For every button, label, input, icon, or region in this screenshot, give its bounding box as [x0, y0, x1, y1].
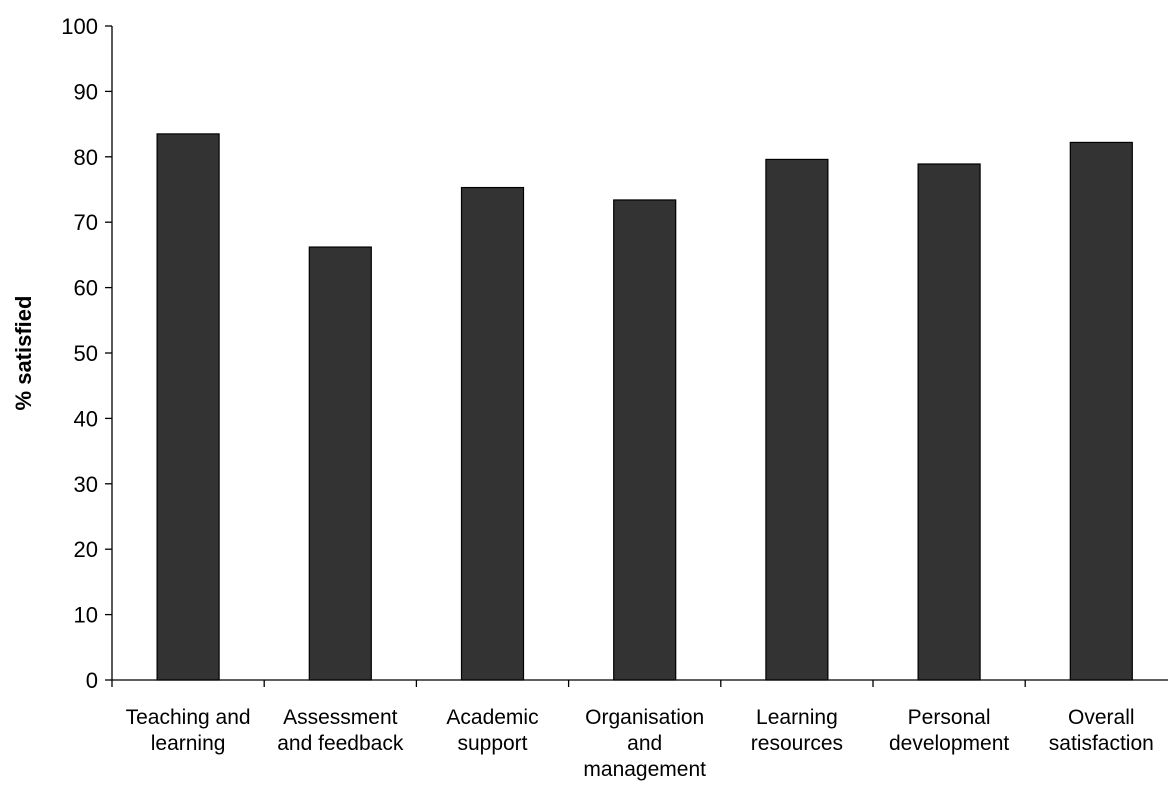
y-axis: 0 10 20 30 40 50 60 70 80 90 100 — [61, 14, 113, 693]
y-tick-label: 80 — [74, 145, 98, 170]
x-category-label: Learning resources — [751, 706, 843, 755]
y-tick-label: 100 — [61, 14, 98, 39]
bar — [613, 199, 677, 681]
x-category-label: Teaching and learning — [126, 706, 251, 755]
y-tick-label: 30 — [74, 472, 98, 497]
bars — [156, 133, 1133, 681]
y-tick-label: 40 — [74, 406, 98, 431]
x-category-label: Academic support — [446, 706, 538, 755]
y-tick-label: 90 — [74, 79, 98, 104]
x-category-label: Assessment and feedback — [277, 706, 404, 755]
y-tick-label: 50 — [74, 341, 98, 366]
x-axis: Teaching and learning Assessment and feedba… — [111, 679, 1168, 781]
bar — [1069, 141, 1133, 681]
y-tick-label: 60 — [74, 276, 98, 301]
y-tick-label: 10 — [74, 603, 98, 628]
y-tick-label: 70 — [74, 210, 98, 235]
x-category-label: Personal development — [889, 706, 1009, 755]
y-tick-label: 20 — [74, 537, 98, 562]
y-axis-title: % satisfied — [11, 296, 36, 411]
bar — [917, 163, 981, 681]
x-category-label: Overall satisfaction — [1049, 706, 1154, 755]
bar — [765, 158, 829, 681]
x-category-label: Organisation and management — [583, 706, 706, 781]
y-tick-label: 0 — [86, 668, 98, 693]
bar — [308, 246, 372, 681]
bar — [156, 133, 220, 681]
bar — [460, 186, 525, 681]
